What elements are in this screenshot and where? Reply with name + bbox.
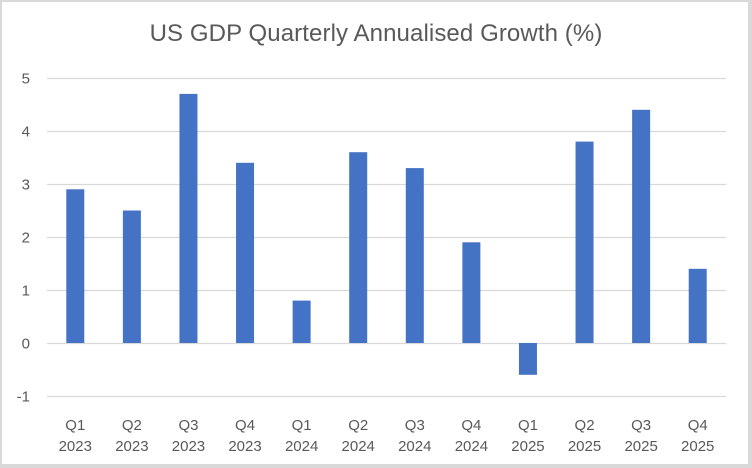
x-tick-label-year: 2024 bbox=[398, 438, 431, 455]
x-tick-label-quarter: Q2 bbox=[122, 417, 142, 434]
bar bbox=[518, 343, 537, 375]
x-tick-label-quarter: Q4 bbox=[688, 417, 708, 434]
x-tick-label-year: 2025 bbox=[511, 438, 544, 455]
x-tick-label-quarter: Q1 bbox=[65, 417, 85, 434]
x-tick-label-year: 2024 bbox=[342, 438, 375, 455]
x-tick-label-year: 2024 bbox=[455, 438, 488, 455]
bars bbox=[66, 93, 707, 375]
x-tick-label-year: 2023 bbox=[172, 438, 205, 455]
x-tick-label-year: 2023 bbox=[228, 438, 261, 455]
bar bbox=[688, 268, 707, 343]
x-tick-label-quarter: Q3 bbox=[405, 417, 425, 434]
x-tick-label-year: 2023 bbox=[59, 438, 92, 455]
x-tick-label-quarter: Q2 bbox=[348, 417, 368, 434]
y-tick-label: 5 bbox=[22, 71, 30, 88]
bar bbox=[632, 109, 651, 343]
x-tick-label-quarter: Q1 bbox=[292, 417, 312, 434]
chart-title: US GDP Quarterly Annualised Growth (%) bbox=[149, 20, 603, 47]
bar bbox=[236, 162, 255, 343]
y-tick-label: 3 bbox=[22, 177, 30, 194]
y-tick-label: 4 bbox=[22, 124, 30, 141]
x-tick-label-quarter: Q3 bbox=[631, 417, 651, 434]
gridlines bbox=[47, 77, 726, 398]
bar bbox=[292, 300, 311, 343]
bar bbox=[405, 168, 424, 343]
bar bbox=[349, 152, 368, 343]
bar bbox=[575, 141, 594, 343]
y-tick-label: 1 bbox=[22, 283, 30, 300]
x-tick-label-quarter: Q2 bbox=[575, 417, 595, 434]
x-tick-label-quarter: Q4 bbox=[461, 417, 481, 434]
x-tick-label-year: 2024 bbox=[285, 438, 318, 455]
x-tick-label-year: 2025 bbox=[681, 438, 714, 455]
x-tick-label-year: 2025 bbox=[624, 438, 657, 455]
x-tick-label-quarter: Q1 bbox=[518, 417, 538, 434]
x-axis-ticks: Q1 2023 Q2 2023 Q3 2023 Q4 2023 Q1 2024 Q2 2024 Q3 20… bbox=[59, 417, 715, 455]
bar bbox=[179, 93, 198, 344]
bar bbox=[122, 210, 141, 343]
x-tick-label-quarter: Q3 bbox=[178, 417, 198, 434]
x-tick-label-quarter: Q4 bbox=[235, 417, 255, 434]
x-tick-label-year: 2025 bbox=[568, 438, 601, 455]
bar bbox=[66, 189, 85, 343]
y-tick-label: 0 bbox=[22, 336, 30, 353]
y-tick-label: -1 bbox=[17, 389, 30, 406]
y-tick-label: 2 bbox=[22, 230, 30, 247]
x-tick-label-year: 2023 bbox=[115, 438, 148, 455]
y-axis-ticks: 5 4 3 2 1 0 -1 bbox=[17, 71, 30, 406]
bar bbox=[462, 242, 481, 343]
